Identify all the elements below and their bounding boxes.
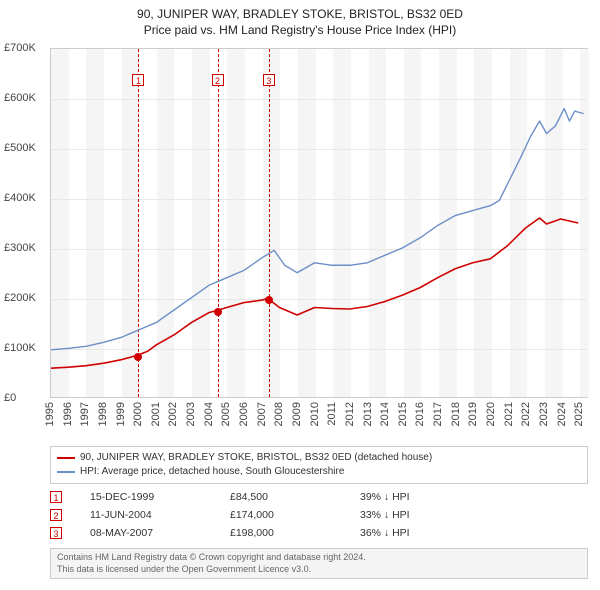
x-axis-tick-label: 2005 bbox=[220, 402, 232, 426]
title-line2: Price paid vs. HM Land Registry's House … bbox=[0, 22, 600, 38]
event-marker-index: 1 bbox=[132, 74, 144, 86]
x-axis-tick-label: 2010 bbox=[309, 402, 321, 426]
event-marker-dot bbox=[134, 353, 142, 361]
x-axis-tick-label: 2001 bbox=[150, 402, 162, 426]
legend-label: 90, JUNIPER WAY, BRADLEY STOKE, BRISTOL,… bbox=[80, 451, 432, 465]
x-axis-tick-label: 2018 bbox=[450, 402, 462, 426]
event-date: 15-DEC-1999 bbox=[90, 491, 230, 503]
legend-swatch bbox=[57, 471, 75, 473]
x-axis-tick-label: 2004 bbox=[203, 402, 215, 426]
x-axis-tick-label: 2025 bbox=[573, 402, 585, 426]
x-axis-tick-label: 2011 bbox=[326, 402, 338, 426]
x-axis-tick-label: 2007 bbox=[256, 402, 268, 426]
event-marker-index: 3 bbox=[263, 74, 275, 86]
x-axis-tick-label: 2013 bbox=[362, 402, 374, 426]
x-axis-tick-label: 2002 bbox=[167, 402, 179, 426]
x-axis-tick-label: 2024 bbox=[556, 402, 568, 426]
footer-attribution: Contains HM Land Registry data © Crown c… bbox=[50, 548, 588, 579]
x-axis-tick-label: 2012 bbox=[344, 402, 356, 426]
legend-row: HPI: Average price, detached house, Sout… bbox=[57, 465, 581, 479]
y-axis-tick-label: £400K bbox=[4, 192, 36, 204]
x-axis-tick-label: 1998 bbox=[97, 402, 109, 426]
event-row: 1 15-DEC-1999£84,50039% ↓ HPI bbox=[50, 488, 588, 506]
event-pct-vs-hpi: 36% ↓ HPI bbox=[360, 527, 410, 539]
events-table: 1 15-DEC-1999£84,50039% ↓ HPI 2 11-JUN-2004… bbox=[50, 488, 588, 542]
legend-swatch bbox=[57, 457, 75, 459]
legend: 90, JUNIPER WAY, BRADLEY STOKE, BRISTOL,… bbox=[50, 446, 588, 484]
event-index-box: 3 bbox=[50, 527, 62, 539]
x-axis-tick-label: 2008 bbox=[273, 402, 285, 426]
event-price: £198,000 bbox=[230, 527, 360, 539]
x-axis-tick-label: 2000 bbox=[132, 402, 144, 426]
event-date: 11-JUN-2004 bbox=[90, 509, 230, 521]
x-axis-tick-label: 2021 bbox=[503, 402, 515, 426]
y-axis-tick-label: £200K bbox=[4, 292, 36, 304]
x-axis-tick-label: 2017 bbox=[432, 402, 444, 426]
footer-line1: Contains HM Land Registry data © Crown c… bbox=[57, 552, 366, 562]
x-axis-tick-label: 2015 bbox=[397, 402, 409, 426]
y-axis-tick-label: £600K bbox=[4, 92, 36, 104]
plot-area: 1 2 3 bbox=[50, 48, 588, 398]
x-axis-tick-label: 2016 bbox=[414, 402, 426, 426]
series-line-price_paid bbox=[51, 218, 578, 368]
x-axis-tick-label: 1999 bbox=[115, 402, 127, 426]
legend-label: HPI: Average price, detached house, Sout… bbox=[80, 465, 344, 479]
x-axis-tick-label: 1995 bbox=[44, 402, 56, 426]
event-date: 08-MAY-2007 bbox=[90, 527, 230, 539]
event-pct-vs-hpi: 33% ↓ HPI bbox=[360, 509, 410, 521]
x-axis-tick-label: 2003 bbox=[185, 402, 197, 426]
x-axis-tick-label: 1997 bbox=[79, 402, 91, 426]
y-axis-tick-label: £100K bbox=[4, 342, 36, 354]
y-axis-tick-label: £700K bbox=[4, 42, 36, 54]
series-svg bbox=[51, 49, 587, 397]
x-axis-tick-label: 2023 bbox=[538, 402, 550, 426]
x-axis-tick-label: 1996 bbox=[62, 402, 74, 426]
y-axis-tick-label: £0 bbox=[4, 392, 16, 404]
y-axis-tick-label: £500K bbox=[4, 142, 36, 154]
y-axis-tick-label: £300K bbox=[4, 242, 36, 254]
series-line-hpi bbox=[51, 109, 584, 350]
x-axis-tick-label: 2019 bbox=[467, 402, 479, 426]
event-price: £84,500 bbox=[230, 491, 360, 503]
event-price: £174,000 bbox=[230, 509, 360, 521]
event-marker-dot bbox=[265, 296, 273, 304]
event-pct-vs-hpi: 39% ↓ HPI bbox=[360, 491, 410, 503]
event-index-box: 2 bbox=[50, 509, 62, 521]
x-axis-tick-label: 2014 bbox=[379, 402, 391, 426]
x-axis-tick-label: 2020 bbox=[485, 402, 497, 426]
chart-title: 90, JUNIPER WAY, BRADLEY STOKE, BRISTOL,… bbox=[0, 0, 600, 38]
event-marker-dot bbox=[214, 308, 222, 316]
event-row: 2 11-JUN-2004£174,00033% ↓ HPI bbox=[50, 506, 588, 524]
x-axis-tick-label: 2022 bbox=[520, 402, 532, 426]
chart-container: 90, JUNIPER WAY, BRADLEY STOKE, BRISTOL,… bbox=[0, 0, 600, 590]
x-axis-tick-label: 2006 bbox=[238, 402, 250, 426]
legend-row: 90, JUNIPER WAY, BRADLEY STOKE, BRISTOL,… bbox=[57, 451, 581, 465]
x-axis-tick-label: 2009 bbox=[291, 402, 303, 426]
footer-line2: This data is licensed under the Open Gov… bbox=[57, 564, 311, 574]
event-index-box: 1 bbox=[50, 491, 62, 503]
event-marker-index: 2 bbox=[212, 74, 224, 86]
title-line1: 90, JUNIPER WAY, BRADLEY STOKE, BRISTOL,… bbox=[0, 6, 600, 22]
event-row: 3 08-MAY-2007£198,00036% ↓ HPI bbox=[50, 524, 588, 542]
